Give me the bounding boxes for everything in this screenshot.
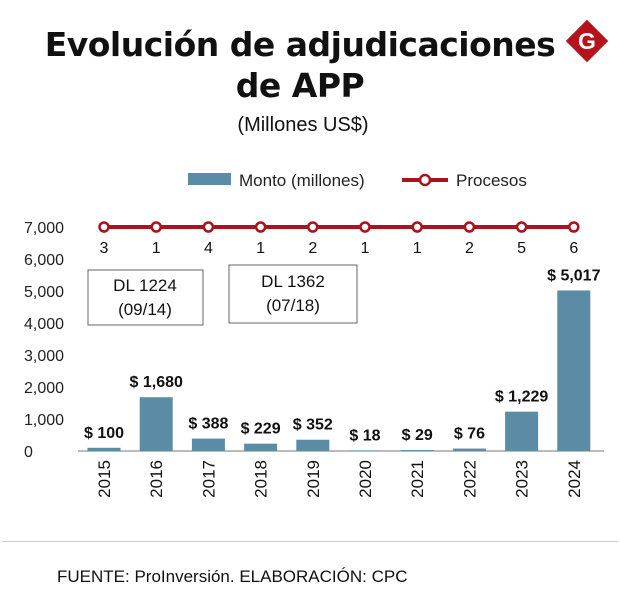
procesos-count-label: 2 [308, 240, 317, 257]
procesos-count-label: 1 [256, 240, 265, 257]
bar [400, 450, 434, 451]
bar-series [87, 290, 591, 451]
annotation-box [228, 264, 358, 324]
legend-line-marker [418, 173, 432, 187]
bar [191, 438, 225, 451]
annotation-dl1362: DL 1362 (07/18) [228, 264, 358, 324]
bar [244, 443, 278, 451]
bar [557, 290, 591, 451]
annotation-title: DL 1362 [261, 272, 325, 291]
x-tick-label: 2020 [356, 460, 375, 498]
chart-title-line-1: Evolución de adjudicaciones [44, 25, 556, 64]
y-tick-label: 4,000 [24, 316, 64, 333]
bar-value-labels: $ 100 $ 1,680 $ 388 $ 229 $ 352 $ 18 $ 29 $ 76 $… [84, 267, 601, 444]
bar [296, 439, 330, 451]
y-tick-label: 3,000 [24, 348, 64, 365]
annotation-dl1224: DL 1224 (09/14) [87, 269, 204, 326]
legend-line-label: Procesos [456, 171, 527, 190]
bar [139, 397, 173, 451]
bar-value-label: $ 388 [188, 416, 228, 433]
y-tick-label: 1,000 [24, 412, 64, 429]
x-tick-label: 2015 [95, 460, 114, 498]
x-axis-ticks: 2015 2016 2017 2018 2019 2020 2021 2022 2023 2024 [95, 460, 584, 498]
procesos-marker [359, 221, 371, 233]
x-tick-label: 2024 [565, 460, 584, 498]
bar-value-label: $ 229 [241, 421, 281, 438]
y-tick-label: 0 [24, 444, 33, 461]
procesos-marker [307, 221, 319, 233]
footer-divider [2, 541, 618, 542]
bar-chart: Monto (millones) Procesos 0 1,000 2,000 3,0… [24, 171, 604, 498]
bar [87, 447, 121, 451]
x-tick-label: 2018 [252, 460, 271, 498]
annotation-date: (07/18) [266, 296, 320, 315]
chart-subtitle: (Millones US$) [237, 114, 369, 136]
procesos-markers [98, 221, 580, 233]
x-tick-label: 2019 [304, 460, 323, 498]
bar-value-label: $ 76 [454, 426, 485, 443]
bar-value-label: $ 352 [293, 417, 333, 434]
bar-value-label: $ 100 [84, 425, 124, 442]
chart-title-line-2: de APP [235, 66, 365, 105]
bar [505, 411, 539, 451]
gestion-logo-icon: G [565, 19, 609, 63]
x-tick-label: 2017 [199, 460, 218, 498]
logo-letter: G [578, 28, 596, 54]
x-tick-label: 2021 [408, 460, 427, 498]
y-tick-label: 6,000 [24, 252, 64, 269]
y-tick-label: 2,000 [24, 380, 64, 397]
y-axis: 0 1,000 2,000 3,000 4,000 5,000 6,000 7,000 [24, 220, 64, 461]
bar-value-label: $ 1,680 [130, 374, 183, 391]
x-tick-label: 2016 [147, 460, 166, 498]
x-tick-label: 2022 [460, 460, 479, 498]
procesos-marker [463, 221, 476, 233]
bar-value-label: $ 5,017 [547, 267, 600, 284]
procesos-marker [202, 221, 215, 233]
bar-value-label: $ 18 [349, 427, 380, 444]
procesos-marker [515, 221, 528, 233]
procesos-marker [150, 221, 162, 233]
annotation-title: DL 1224 [113, 276, 177, 295]
source-note: FUENTE: ProInversión. ELABORACIÓN: CPC [57, 567, 408, 586]
bar [452, 448, 486, 451]
procesos-labels: 3 1 4 1 2 1 1 2 5 6 [100, 240, 579, 257]
procesos-count-label: 5 [517, 240, 526, 257]
y-tick-label: 7,000 [24, 220, 64, 237]
procesos-marker [568, 221, 580, 233]
legend-bar-label: Monto (millones) [239, 171, 365, 190]
procesos-count-label: 1 [152, 240, 161, 257]
legend-bar-swatch [188, 173, 231, 185]
procesos-count-label: 4 [204, 240, 213, 257]
procesos-count-label: 1 [413, 240, 422, 257]
procesos-count-label: 6 [569, 240, 578, 257]
procesos-count-label: 1 [361, 240, 370, 257]
annotation-date: (09/14) [118, 300, 172, 319]
annotation-box [87, 269, 204, 326]
bar-value-label: $ 29 [402, 427, 433, 444]
procesos-marker [411, 221, 423, 233]
legend: Monto (millones) Procesos [188, 171, 527, 190]
procesos-count-label: 3 [100, 240, 109, 257]
x-tick-label: 2023 [513, 460, 532, 498]
procesos-marker [98, 221, 110, 233]
bar [348, 450, 382, 451]
bar-value-label: $ 1,229 [495, 389, 548, 406]
procesos-marker [254, 221, 267, 233]
procesos-count-label: 2 [465, 240, 474, 257]
y-tick-label: 5,000 [24, 284, 64, 301]
